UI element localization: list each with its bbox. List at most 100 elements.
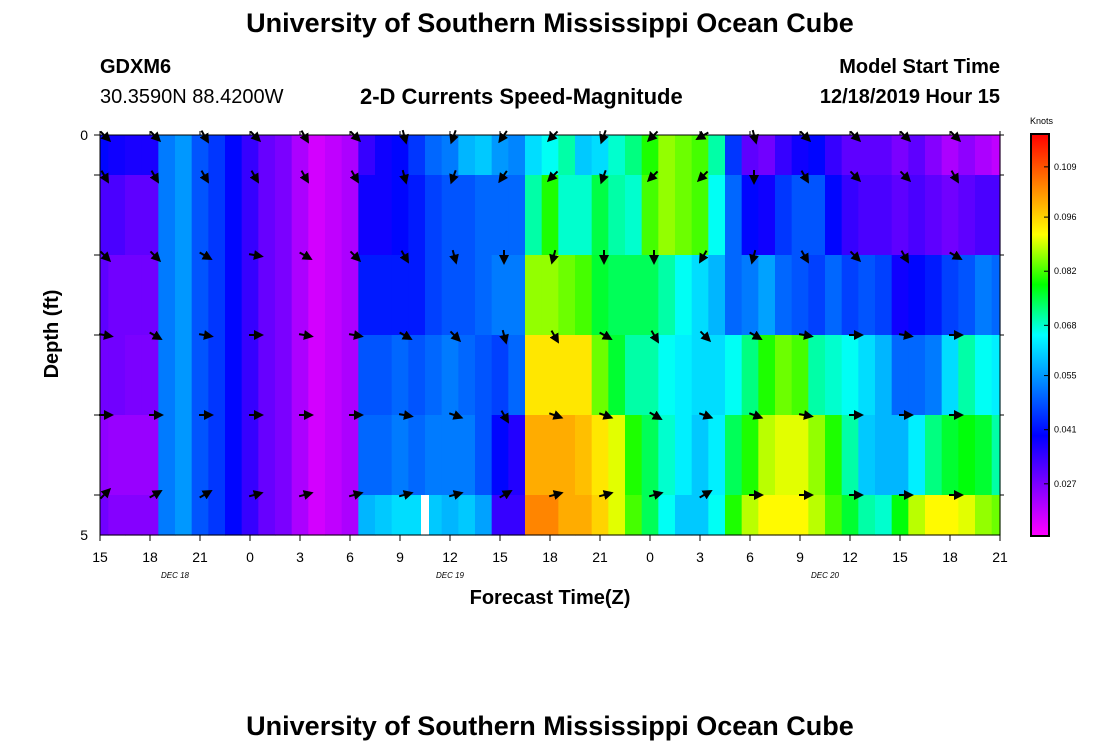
heatmap-cell	[275, 175, 293, 256]
heatmap-cell	[475, 335, 493, 416]
heatmap-cell	[675, 495, 693, 536]
heatmap-cell	[541, 495, 559, 536]
heatmap-cell	[458, 415, 476, 496]
heatmap-cell	[991, 335, 1001, 416]
heatmap-cell	[100, 175, 109, 256]
heatmap-cell	[425, 335, 443, 416]
y-axis-ticks: 05	[80, 127, 1004, 543]
heatmap-cell	[725, 495, 743, 536]
heatmap-cell	[341, 495, 359, 536]
x-tick-label: 18	[542, 549, 558, 565]
heatmap-cell	[908, 495, 926, 536]
heatmap-cell	[858, 495, 876, 536]
heatmap-cell	[775, 335, 793, 416]
heatmap-cell	[225, 175, 243, 256]
heatmap-cell	[958, 135, 976, 176]
colorbar-tick-label: 0.109	[1054, 162, 1077, 172]
current-arrow	[298, 490, 314, 500]
current-arrow	[799, 250, 809, 264]
heatmap-cell	[508, 495, 526, 536]
current-arrow	[249, 170, 260, 184]
heatmap-cell	[858, 135, 876, 176]
current-arrow	[298, 330, 314, 340]
heatmap-cell	[391, 495, 409, 536]
heatmap-cell	[341, 175, 359, 256]
current-arrow	[599, 330, 613, 340]
x-tick-label: 15	[492, 549, 508, 565]
heatmap-cell	[491, 255, 509, 336]
heatmap-cell	[591, 175, 609, 256]
heatmap-cell	[308, 335, 326, 416]
heatmap-cell	[675, 255, 693, 336]
date-label: DEC 19	[436, 571, 465, 580]
heatmap-cell	[608, 255, 626, 336]
colorbar-unit: Knots	[1030, 116, 1054, 126]
current-arrow	[546, 170, 559, 183]
x-tick-label: 6	[746, 549, 754, 565]
current-arrow	[798, 410, 814, 420]
heatmap-cell	[391, 175, 409, 256]
heatmap-cell	[475, 175, 493, 256]
current-arrow	[99, 170, 110, 184]
current-arrow	[299, 250, 313, 260]
heatmap-cell	[258, 415, 276, 496]
heatmap-cell	[491, 175, 509, 256]
heatmap-cell	[208, 495, 226, 536]
current-arrow	[448, 490, 464, 500]
heatmap-cell	[991, 495, 1001, 536]
heatmap-cell	[758, 175, 776, 256]
heatmap-cell	[375, 255, 393, 336]
heatmap-cell	[291, 175, 309, 256]
heatmap-cell	[641, 175, 659, 256]
heatmap-cell	[391, 255, 409, 336]
heatmap-cell	[108, 335, 126, 416]
heatmap-cell	[725, 255, 743, 336]
heatmap-cell	[508, 135, 526, 176]
heatmap-cell	[125, 255, 143, 336]
current-arrow	[399, 250, 409, 264]
current-arrow	[498, 170, 509, 184]
heatmap-cell	[525, 495, 543, 536]
heatmap-cell	[641, 255, 659, 336]
heatmap-cell	[541, 335, 559, 416]
current-arrow	[696, 170, 709, 183]
heatmap-cell	[358, 175, 376, 256]
heatmap-cell	[191, 415, 209, 496]
x-tick-label: 0	[646, 549, 654, 565]
current-arrow	[949, 170, 960, 184]
heatmap-cell	[691, 495, 709, 536]
current-arrow	[699, 250, 709, 264]
current-arrow	[548, 490, 564, 500]
heatmap-cell	[425, 135, 443, 176]
heatmap-cell	[958, 495, 976, 536]
heatmap-cell	[141, 335, 159, 416]
heatmap-cell	[141, 495, 159, 536]
heatmap-cell	[458, 335, 476, 416]
heatmap-cell	[941, 255, 959, 336]
heatmap-cell	[575, 415, 593, 496]
heatmap-cell	[125, 335, 143, 416]
heatmap-cell	[575, 335, 593, 416]
colorbar-gradient	[1030, 133, 1050, 537]
heatmap-cell	[741, 255, 759, 336]
heatmap-cell	[808, 415, 826, 496]
date-labels: DEC 18 DEC 19 DEC 20	[161, 571, 840, 580]
heatmap-cell	[391, 415, 409, 496]
heatmap-cell	[775, 415, 793, 496]
plot-title: 2-D Currents Speed-Magnitude	[360, 84, 683, 109]
heatmap-cell	[841, 495, 859, 536]
current-arrow	[646, 170, 659, 183]
model-start-label: Model Start Time	[839, 56, 1000, 78]
heatmap-cell	[358, 495, 376, 536]
heatmap-cell	[275, 255, 293, 336]
heatmap-cell	[625, 255, 643, 336]
heatmap-cell	[258, 335, 276, 416]
heatmap-cell	[275, 415, 293, 496]
heatmap-cell	[108, 415, 126, 496]
heatmap-cell	[575, 135, 593, 176]
current-arrow	[648, 490, 664, 500]
current-arrow	[198, 330, 214, 340]
heatmap-cell	[391, 335, 409, 416]
heatmap-cell	[558, 495, 576, 536]
colorbar-tick-label: 0.082	[1054, 266, 1077, 276]
